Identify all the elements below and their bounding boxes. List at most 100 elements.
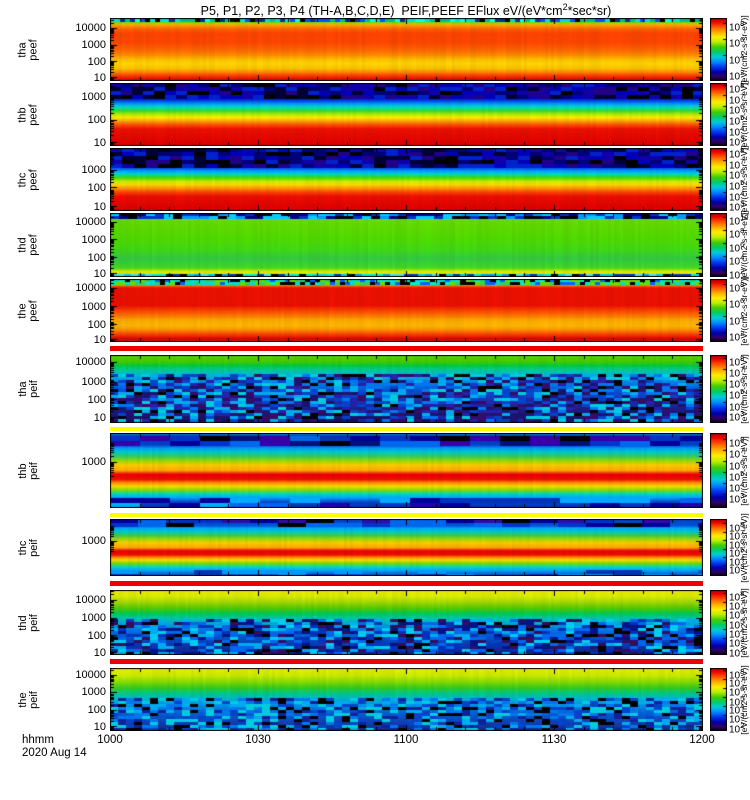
colorbar-tick-exponent: 6 bbox=[740, 457, 745, 467]
colorbar-tick-exponent: 4 bbox=[740, 188, 745, 198]
colorbar-tick-exponent: 8 bbox=[740, 80, 745, 90]
colorbar-tick-base: 10 bbox=[729, 84, 741, 96]
mode-separator-bar bbox=[110, 427, 703, 431]
colorbar-tick-label: 108 bbox=[729, 434, 744, 449]
ytick-label: 1000 bbox=[81, 300, 106, 313]
colorbar-tick-exponent: 4 bbox=[740, 253, 745, 263]
colorbar-tick-base: 10 bbox=[729, 557, 741, 569]
colorbar-tick-base: 10 bbox=[729, 539, 741, 551]
panel-label-line: peif bbox=[28, 613, 40, 632]
colorbar-tick-base: 10 bbox=[729, 192, 741, 204]
colorbar-tick-exponent: 4 bbox=[740, 51, 745, 61]
colorbar-tick-label: 102 bbox=[729, 644, 744, 659]
colorbar-tick-label: 105 bbox=[729, 544, 744, 559]
spectrogram-tha-peif bbox=[110, 355, 703, 423]
colorbar-tick-label: 107 bbox=[729, 597, 744, 612]
colorbar-tick-base: 10 bbox=[729, 705, 741, 717]
colorbar-tick-base: 10 bbox=[729, 678, 741, 690]
x-axis-tick-label: 1200 bbox=[689, 734, 715, 746]
colorbar-tick-label: 107 bbox=[729, 156, 744, 171]
colorbar-tick-label: 106 bbox=[729, 606, 744, 621]
colorbar-thb-peef bbox=[710, 83, 727, 146]
plot-title: P5, P1, P2, P3, P4 (TH-A,B,C,D,E) PEIF,P… bbox=[106, 2, 706, 18]
colorbar-tick-label: 106 bbox=[729, 34, 744, 49]
colorbar-unit-text: [eV/(cm2-s-sr-eV)] bbox=[739, 587, 749, 658]
colorbar-unit-text: [eV/(cm2-s-sr-eV)] bbox=[739, 435, 749, 506]
colorbar-thb-peif bbox=[710, 433, 727, 508]
panel-label-line: peif bbox=[28, 380, 40, 398]
colorbar-tick-base: 10 bbox=[729, 269, 741, 281]
colorbar-tick-exponent: 2 bbox=[740, 329, 745, 339]
colorbar-tick-base: 10 bbox=[729, 357, 741, 369]
colorbar-tick-label: 106 bbox=[729, 101, 744, 116]
spectrogram-the-peif bbox=[110, 668, 703, 731]
colorbar-tick-base: 10 bbox=[729, 638, 741, 650]
colorbar-tick-label: 105 bbox=[729, 112, 744, 127]
colorbar-tick-base: 10 bbox=[729, 181, 741, 193]
panel-label-line: peef bbox=[27, 38, 40, 61]
colorbar-tick-exponent: 2 bbox=[740, 68, 745, 78]
colorbar-tick-label: 103 bbox=[729, 634, 744, 649]
colorbar-tick-base: 10 bbox=[729, 522, 741, 534]
x-axis-tick-label: 1030 bbox=[245, 734, 271, 746]
colorbar-tick-base: 10 bbox=[729, 379, 741, 391]
colorbar-tick-exponent: 2 bbox=[740, 644, 745, 654]
colorbar-tick-exponent: 6 bbox=[740, 376, 745, 386]
colorbar-unit-text: [eV/(cm2-s-sr-eV)] bbox=[739, 354, 749, 424]
colorbar-tick-label: 102 bbox=[729, 328, 744, 343]
ytick-label: 1000 bbox=[81, 39, 106, 52]
ytick-label: 100 bbox=[87, 56, 106, 69]
colorbar-tick-base: 10 bbox=[729, 724, 741, 736]
colorbar-tick-label: 107 bbox=[729, 445, 744, 460]
colorbar-tick-exponent: 7 bbox=[740, 597, 745, 607]
colorbar-tick-label: 105 bbox=[729, 693, 744, 708]
panel-label-text: the peif bbox=[17, 691, 40, 709]
colorbar-tick-exponent: 4 bbox=[740, 553, 745, 563]
mode-separator-bar bbox=[110, 659, 703, 664]
colorbar-tick-exponent: 7 bbox=[740, 446, 745, 456]
panel-label-the-peef: the peef bbox=[14, 279, 44, 342]
colorbar-tick-base: 10 bbox=[729, 472, 741, 484]
ytick-label: 10000 bbox=[75, 593, 106, 606]
colorbar-tick-label: 108 bbox=[729, 588, 744, 603]
colorbar-tick-base: 10 bbox=[729, 71, 741, 83]
ytick-label: 10 bbox=[93, 647, 106, 660]
spectrogram-thc-peef bbox=[110, 148, 703, 211]
colorbar-tick-label: 104 bbox=[729, 701, 744, 716]
panel-label-thc-peif: thc peif bbox=[14, 519, 44, 576]
colorbar-tick-exponent: 6 bbox=[740, 296, 745, 306]
colorbar-tick-label: 104 bbox=[729, 51, 744, 66]
colorbar-tick-base: 10 bbox=[729, 105, 741, 117]
colorbar-unit-text: [eV/(cm2-s-sr-eV)] bbox=[739, 79, 749, 150]
colorbar-tick-exponent: 6 bbox=[740, 536, 745, 546]
colorbar-tick-label: 107 bbox=[729, 527, 744, 542]
colorbar-tick-exponent: 2 bbox=[740, 266, 745, 276]
colorbar-tick-base: 10 bbox=[729, 401, 741, 413]
colorbar-tick-base: 10 bbox=[729, 283, 741, 295]
colorbar-tick-exponent: 4 bbox=[740, 123, 745, 133]
colorbar-tick-exponent: 8 bbox=[740, 19, 745, 29]
colorbar-tick-exponent: 4 bbox=[740, 398, 745, 408]
ytick-label: 10000 bbox=[75, 215, 106, 228]
colorbar-tick-label: 103 bbox=[729, 133, 744, 148]
panel-label-text: the peef bbox=[17, 300, 40, 321]
colorbar-tick-base: 10 bbox=[729, 137, 741, 149]
spectrogram-tha-peef bbox=[110, 18, 703, 81]
colorbar-tick-label: 106 bbox=[729, 683, 744, 698]
colorbar-tick-label: 108 bbox=[729, 80, 744, 95]
colorbar-tick-exponent: 3 bbox=[740, 562, 745, 572]
ytick-label: 10 bbox=[93, 412, 106, 425]
ytick-label: 1000 bbox=[81, 611, 106, 624]
colorbar-tick-exponent: 4 bbox=[740, 702, 745, 712]
colorbar-tick-exponent: 8 bbox=[740, 354, 745, 364]
panel-label-line: peef bbox=[27, 234, 40, 256]
colorbar-tick-base: 10 bbox=[729, 565, 741, 577]
colorbar-tick-label: 103 bbox=[729, 408, 744, 423]
colorbar-tick-exponent: 10 bbox=[740, 212, 749, 222]
panel-label-tha-peif: tha peif bbox=[14, 355, 44, 423]
panel-label-thb-peif: thb peif bbox=[14, 433, 44, 508]
colorbar-tick-exponent: 2 bbox=[740, 720, 745, 730]
colorbar-tick-exponent: 5 bbox=[740, 113, 745, 123]
x-axis-tick-label: 1130 bbox=[541, 734, 567, 746]
